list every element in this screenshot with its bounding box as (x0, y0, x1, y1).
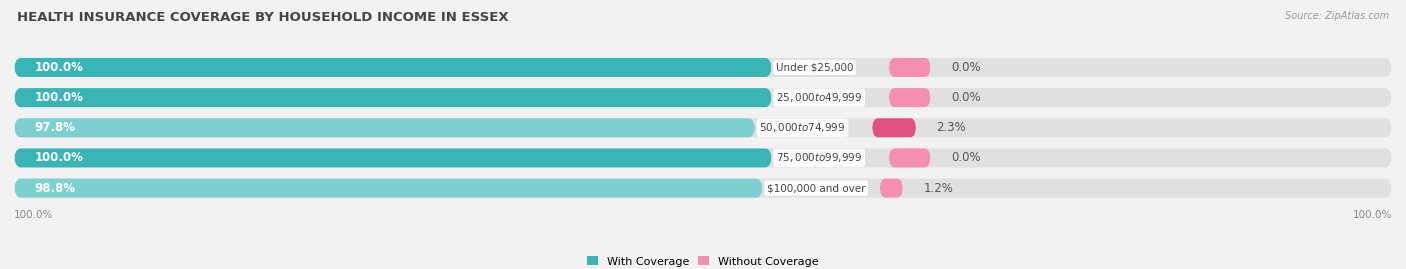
Text: 2.3%: 2.3% (936, 121, 966, 134)
FancyBboxPatch shape (14, 179, 1392, 198)
Text: 0.0%: 0.0% (950, 151, 980, 164)
FancyBboxPatch shape (14, 148, 1392, 167)
FancyBboxPatch shape (872, 118, 915, 137)
Text: 97.8%: 97.8% (35, 121, 76, 134)
Text: Under $25,000: Under $25,000 (776, 62, 853, 72)
Text: 0.0%: 0.0% (950, 61, 980, 74)
FancyBboxPatch shape (889, 58, 931, 77)
Text: 100.0%: 100.0% (14, 210, 53, 220)
Text: HEALTH INSURANCE COVERAGE BY HOUSEHOLD INCOME IN ESSEX: HEALTH INSURANCE COVERAGE BY HOUSEHOLD I… (17, 11, 509, 24)
Text: Source: ZipAtlas.com: Source: ZipAtlas.com (1285, 11, 1389, 21)
Text: 100.0%: 100.0% (1353, 210, 1392, 220)
FancyBboxPatch shape (14, 179, 763, 198)
Text: 0.0%: 0.0% (950, 91, 980, 104)
FancyBboxPatch shape (14, 148, 772, 167)
FancyBboxPatch shape (880, 179, 903, 198)
Legend: With Coverage, Without Coverage: With Coverage, Without Coverage (588, 256, 818, 267)
Text: 98.8%: 98.8% (35, 182, 76, 194)
FancyBboxPatch shape (14, 58, 1392, 77)
Text: $100,000 and over: $100,000 and over (766, 183, 866, 193)
Text: $75,000 to $99,999: $75,000 to $99,999 (776, 151, 862, 164)
FancyBboxPatch shape (14, 58, 772, 77)
FancyBboxPatch shape (14, 88, 772, 107)
FancyBboxPatch shape (14, 88, 1392, 107)
Text: 1.2%: 1.2% (924, 182, 953, 194)
Text: 100.0%: 100.0% (35, 91, 83, 104)
Text: $25,000 to $49,999: $25,000 to $49,999 (776, 91, 862, 104)
FancyBboxPatch shape (889, 148, 931, 167)
Text: 100.0%: 100.0% (35, 151, 83, 164)
Text: 100.0%: 100.0% (35, 61, 83, 74)
FancyBboxPatch shape (889, 88, 931, 107)
Text: $50,000 to $74,999: $50,000 to $74,999 (759, 121, 845, 134)
FancyBboxPatch shape (14, 118, 1392, 137)
FancyBboxPatch shape (14, 118, 755, 137)
